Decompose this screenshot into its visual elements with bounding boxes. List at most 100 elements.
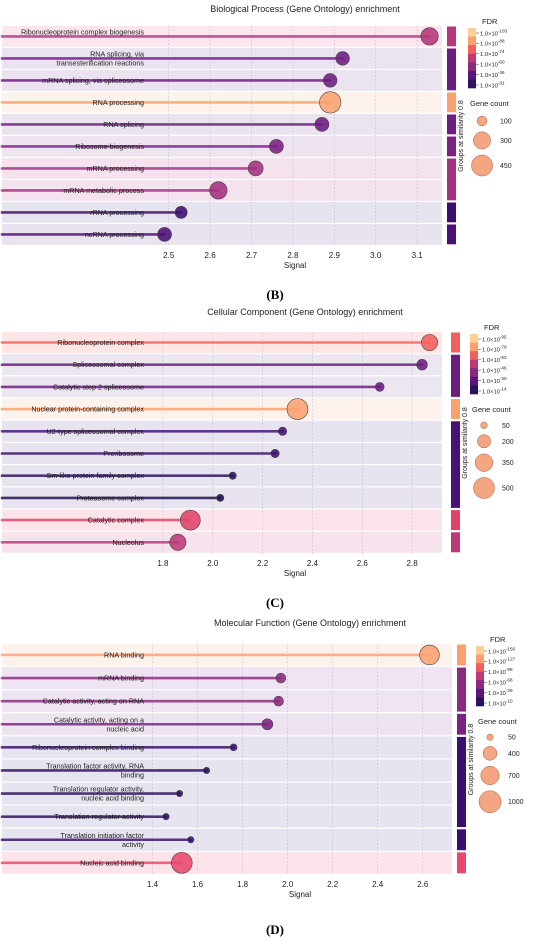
data-point xyxy=(162,813,170,821)
term-label: mRNA metabolic process xyxy=(63,186,144,195)
fdr-legend-title: FDR xyxy=(490,635,506,644)
group-strip-segment xyxy=(447,202,456,223)
data-point xyxy=(273,695,284,707)
fdr-legend-entry: 1.0×10-30 xyxy=(482,376,507,385)
size-legend-label: 200 xyxy=(502,439,514,446)
term-label: Catalytic step 2 spliceosome xyxy=(53,382,144,391)
size-legend-title: Gene count xyxy=(470,99,510,108)
size-legend-bubble xyxy=(473,131,491,150)
group-axis-label: Groups at similarity 0.8 xyxy=(462,407,469,479)
size-legend-title: Gene count xyxy=(478,717,518,726)
fdr-legend-entry: 1.0×10-10 xyxy=(488,698,513,707)
group-axis-label: Groups at similarity 0.8 xyxy=(468,724,475,796)
chart-molecular-function: Molecular Function (Gene Ontology) enric… xyxy=(0,618,524,899)
group-strip-segment xyxy=(457,713,466,735)
data-point xyxy=(209,181,228,200)
x-tick-label: 2.9 xyxy=(329,251,341,260)
data-point xyxy=(203,766,211,774)
size-legend-label: 450 xyxy=(500,163,512,170)
term-label: Ribosome biogenesis xyxy=(75,142,144,151)
group-strip-segment xyxy=(451,332,460,353)
fdr-legend-entry: 1.0×10-46 xyxy=(480,70,505,79)
data-point xyxy=(421,334,438,351)
size-legend-bubble xyxy=(474,453,494,472)
fdr-colorbar-step xyxy=(470,342,478,352)
term-label: mRNA splicing, via spliceosome xyxy=(42,76,144,85)
term-label: Catalytic activity, acting on a nucleic a… xyxy=(54,715,144,733)
term-label: Ribonucleoprotein complex xyxy=(57,338,144,347)
term-label: Ribonucleoprotein complex binding xyxy=(32,743,144,752)
size-legend-label: 400 xyxy=(508,751,520,758)
data-point xyxy=(419,644,440,666)
term-label: Catalytic complex xyxy=(88,516,145,525)
data-point xyxy=(323,73,338,88)
data-point xyxy=(416,359,428,371)
chart-biological-process: Biological Process (Gene Ontology) enric… xyxy=(0,4,512,270)
data-point xyxy=(374,382,385,392)
fdr-colorbar-step xyxy=(470,359,478,369)
fdr-colorbar-step xyxy=(468,36,476,46)
data-point xyxy=(261,718,274,731)
data-point xyxy=(278,426,288,436)
fdr-legend-title: FDR xyxy=(482,17,498,26)
x-axis-label: Signal xyxy=(284,261,306,270)
chart-title: Biological Process (Gene Ontology) enric… xyxy=(210,4,400,14)
data-point xyxy=(187,836,195,844)
size-legend-bubble xyxy=(471,154,493,177)
fdr-colorbar-step xyxy=(476,688,484,698)
row-band xyxy=(2,202,442,223)
term-label: RNA splicing xyxy=(103,120,144,129)
fdr-legend-entry: 1.0×10-62 xyxy=(482,355,507,364)
term-label: RNA splicing, via transesterification rea… xyxy=(57,49,145,67)
fdr-legend-entry: 1.0×10-95 xyxy=(482,334,507,343)
panel-label-b: (B) xyxy=(266,287,284,302)
size-legend-label: 50 xyxy=(502,423,510,430)
x-tick-label: 3.1 xyxy=(412,251,424,260)
data-point xyxy=(314,117,330,132)
term-label: Catalytic activity, acting on RNA xyxy=(43,697,145,706)
fdr-colorbar-step xyxy=(468,62,476,72)
term-label: Nucleic acid binding xyxy=(80,858,144,867)
group-strip-segment xyxy=(457,667,466,712)
size-legend-bubble xyxy=(477,434,491,449)
x-tick-label: 3.0 xyxy=(370,251,382,260)
fdr-legend-entry: 1.0×10-79 xyxy=(482,345,507,354)
fdr-colorbar-step xyxy=(476,654,484,664)
fdr-colorbar-step xyxy=(476,646,484,655)
row-band xyxy=(2,759,452,782)
term-label: ncRNA processing xyxy=(85,230,144,239)
fdr-colorbar-step xyxy=(468,53,476,63)
term-label: Ribonucleoprotein complex biogenesis xyxy=(21,27,144,36)
fdr-colorbar-step xyxy=(470,368,478,378)
data-point xyxy=(216,493,225,502)
term-label: RNA binding xyxy=(104,650,144,659)
x-tick-label: 2.0 xyxy=(282,880,294,889)
size-legend-label: 50 xyxy=(508,735,516,742)
fdr-legend-entry: 1.0×10-74 xyxy=(480,49,505,58)
term-label: Translation initiation factor activity xyxy=(60,831,144,849)
size-legend-label: 350 xyxy=(502,460,514,467)
fdr-colorbar-step xyxy=(470,385,478,395)
x-tick-label: 2.7 xyxy=(246,251,258,260)
x-tick-label: 2.6 xyxy=(205,251,217,260)
term-label: Nucleolus xyxy=(112,538,144,547)
group-strip-segment xyxy=(451,510,460,531)
chart-cellular-component: Cellular Component (Gene Ontology) enric… xyxy=(0,307,514,578)
size-legend-label: 300 xyxy=(500,138,512,145)
x-tick-label: 1.6 xyxy=(192,880,204,889)
data-point xyxy=(180,509,201,531)
term-label: Translation regulator activity, nucleic a… xyxy=(53,785,144,803)
row-band xyxy=(2,851,452,874)
fdr-colorbar-step xyxy=(470,376,478,386)
group-strip-segment xyxy=(457,736,466,828)
fdr-colorbar-step xyxy=(470,334,478,343)
size-legend-label: 700 xyxy=(508,773,520,780)
data-point xyxy=(157,227,172,242)
group-strip-segment xyxy=(447,136,456,157)
size-legend-label: 500 xyxy=(502,485,514,492)
row-band xyxy=(2,509,442,531)
fdr-colorbar-step xyxy=(468,45,476,55)
data-point xyxy=(270,449,280,459)
fdr-colorbar-step xyxy=(468,28,476,37)
group-strip-segment xyxy=(447,158,456,201)
